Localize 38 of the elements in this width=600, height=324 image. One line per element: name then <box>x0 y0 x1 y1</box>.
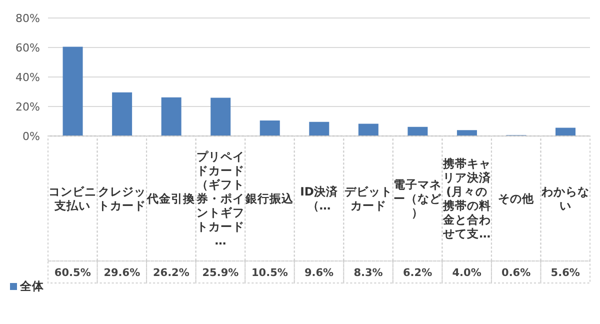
bar <box>161 97 182 136</box>
y-tick-label: 80% <box>16 12 40 25</box>
bar <box>309 122 330 136</box>
y-tick-label: 0% <box>22 130 40 143</box>
legend-label: 全体 <box>19 278 45 294</box>
data-label: 10.5% <box>252 267 288 279</box>
y-tick-label: 20% <box>16 100 40 114</box>
x-tick-label: 電子マネー（など） <box>394 178 443 220</box>
bar <box>210 98 231 136</box>
data-label: 60.5% <box>54 267 92 279</box>
x-tick-label: プリペイドカード（ギフト券・ポイントギフトカード… <box>195 150 244 248</box>
bar <box>358 124 378 136</box>
bar <box>556 128 576 136</box>
x-tick-label: わからない <box>540 184 590 212</box>
bar <box>62 46 83 136</box>
data-label: 29.6% <box>104 267 141 279</box>
data-label: 4.0% <box>452 267 482 279</box>
data-label: 5.6% <box>550 267 580 279</box>
x-tick-label: 携帯キャリア決済(月々の携帯の料金と合わせて支… <box>442 156 492 240</box>
bar <box>260 120 280 136</box>
x-tick-label: 代金引換 <box>146 192 196 206</box>
x-tick-label: クレジットカード <box>98 184 146 212</box>
x-tick-label: デビットカード <box>344 184 392 212</box>
bar <box>456 130 477 136</box>
data-label: 9.6% <box>304 267 334 279</box>
x-tick-label: その他 <box>498 192 536 206</box>
bar <box>112 92 132 136</box>
data-label: 0.6% <box>502 267 532 279</box>
x-tick-label: 銀行振込 <box>244 192 295 206</box>
data-label: 26.2% <box>152 267 190 279</box>
x-tick-label: ID決済（… <box>300 184 339 212</box>
y-tick-label: 60% <box>16 41 40 54</box>
data-label: 8.3% <box>354 267 384 279</box>
data-label: 6.2% <box>402 267 433 279</box>
data-label: 25.9% <box>202 267 240 279</box>
x-tick-label: コンビニ支払い <box>48 184 97 212</box>
bar <box>408 126 428 136</box>
y-tick-label: 40% <box>16 70 40 84</box>
